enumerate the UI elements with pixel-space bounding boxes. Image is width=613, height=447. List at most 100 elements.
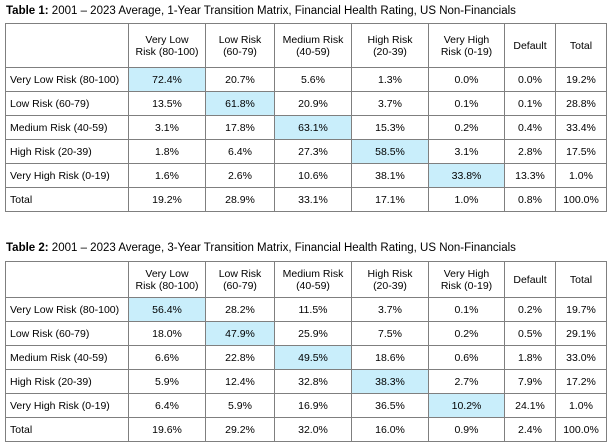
table-cell: 2.8% [504, 139, 556, 164]
table1-col-header: Total [555, 23, 607, 68]
table1-col-header: Low Risk (60-79) [205, 23, 275, 68]
table1-corner-cell [5, 23, 129, 68]
table-cell: 17.5% [555, 139, 607, 164]
table1-col-header: Very High Risk (0-19) [428, 23, 505, 68]
table-cell: 22.8% [205, 345, 275, 370]
table-row: Medium Risk (40-59) 3.1% 17.8% 63.1% 15.… [5, 115, 607, 140]
table-cell: 0.2% [428, 321, 505, 346]
table-cell: 19.6% [128, 417, 206, 442]
table-cell: 11.5% [274, 297, 352, 322]
table-cell: 1.0% [555, 163, 607, 188]
row-label: Very Low Risk (80-100) [5, 67, 129, 92]
table-cell: 1.0% [428, 187, 505, 212]
table1-transition-matrix: Very Low Risk (80-100) Low Risk (60-79) Me… [5, 23, 607, 212]
row-label: Very Low Risk (80-100) [5, 297, 129, 322]
table-cell: 3.1% [128, 115, 206, 140]
table2-caption-text: 2001 – 2023 Average, 3-Year Transition M… [48, 242, 516, 254]
table-cell: 0.0% [428, 67, 505, 92]
table2-header-row: Very Low Risk (80-100) Low Risk (60-79) Me… [5, 261, 607, 298]
table-row: High Risk (20-39) 1.8% 6.4% 27.3% 58.5% … [5, 139, 607, 164]
table-cell: 28.9% [205, 187, 275, 212]
table-cell: 5.6% [274, 67, 352, 92]
table-cell: 33.4% [555, 115, 607, 140]
row-label: Low Risk (60-79) [5, 91, 129, 116]
table-cell: 29.1% [555, 321, 607, 346]
table-cell: 28.8% [555, 91, 607, 116]
row-label: Total [5, 187, 129, 212]
table-cell: 13.3% [504, 163, 556, 188]
table-cell: 63.1% [274, 115, 352, 140]
table-cell: 7.9% [504, 369, 556, 394]
table-cell: 10.2% [428, 393, 505, 418]
table-row: Very Low Risk (80-100) 72.4% 20.7% 5.6% … [5, 67, 607, 92]
table1-caption-text: 2001 – 2023 Average, 1-Year Transition M… [48, 5, 516, 17]
row-label: High Risk (20-39) [5, 139, 129, 164]
table-cell: 19.2% [555, 67, 607, 92]
table2-col-header: Low Risk (60-79) [205, 261, 275, 298]
table-cell: 12.4% [205, 369, 275, 394]
table-cell: 3.7% [351, 91, 429, 116]
table-cell: 56.4% [128, 297, 206, 322]
table-cell: 20.9% [274, 91, 352, 116]
table1-caption-label: Table 1: [6, 5, 49, 17]
table-cell: 2.7% [428, 369, 505, 394]
table-cell: 33.0% [555, 345, 607, 370]
table1-col-header: Default [504, 23, 556, 68]
table-cell: 15.3% [351, 115, 429, 140]
row-label: Low Risk (60-79) [5, 321, 129, 346]
table-cell: 1.0% [555, 393, 607, 418]
table-cell: 47.9% [205, 321, 275, 346]
table-cell: 33.1% [274, 187, 352, 212]
table-cell: 72.4% [128, 67, 206, 92]
table2-corner-cell [5, 261, 129, 298]
table-cell: 61.8% [205, 91, 275, 116]
table-cell: 38.3% [351, 369, 429, 394]
table-cell: 32.8% [274, 369, 352, 394]
table1-col-header: Medium Risk (40-59) [274, 23, 352, 68]
table-cell: 17.1% [351, 187, 429, 212]
table-cell: 29.2% [205, 417, 275, 442]
row-label: Medium Risk (40-59) [5, 115, 129, 140]
row-label: Very High Risk (0-19) [5, 393, 129, 418]
table-cell: 58.5% [351, 139, 429, 164]
table-cell: 0.5% [504, 321, 556, 346]
table-cell: 0.9% [428, 417, 505, 442]
table-cell: 100.0% [555, 187, 607, 212]
table-row: Medium Risk (40-59) 6.6% 22.8% 49.5% 18.… [5, 345, 607, 370]
table1-col-header: High Risk (20-39) [351, 23, 429, 68]
table-cell: 6.4% [205, 139, 275, 164]
table-cell: 17.8% [205, 115, 275, 140]
table1-col-header: Very Low Risk (80-100) [128, 23, 206, 68]
row-label: Total [5, 417, 129, 442]
table-cell: 32.0% [274, 417, 352, 442]
table-cell: 16.0% [351, 417, 429, 442]
table-cell: 18.6% [351, 345, 429, 370]
table-cell: 5.9% [205, 393, 275, 418]
table-cell: 1.8% [128, 139, 206, 164]
table1-caption: Table 1: 2001 – 2023 Average, 1-Year Tra… [6, 3, 516, 19]
table-cell: 25.9% [274, 321, 352, 346]
table-cell: 16.9% [274, 393, 352, 418]
table-cell: 0.2% [504, 297, 556, 322]
table-cell: 38.1% [351, 163, 429, 188]
table2-col-header: High Risk (20-39) [351, 261, 429, 298]
table-cell: 3.1% [428, 139, 505, 164]
table-cell: 24.1% [504, 393, 556, 418]
table-cell: 1.6% [128, 163, 206, 188]
table-row: High Risk (20-39) 5.9% 12.4% 32.8% 38.3%… [5, 369, 607, 394]
table-cell: 0.8% [504, 187, 556, 212]
table-cell: 7.5% [351, 321, 429, 346]
table2-transition-matrix: Very Low Risk (80-100) Low Risk (60-79) Me… [5, 261, 607, 442]
table-cell: 0.0% [504, 67, 556, 92]
table2-caption-label: Table 2: [6, 242, 49, 254]
table-cell: 10.6% [274, 163, 352, 188]
table-cell: 28.2% [205, 297, 275, 322]
table-row-total: Total 19.6% 29.2% 32.0% 16.0% 0.9% 2.4% … [5, 417, 607, 442]
table-cell: 6.6% [128, 345, 206, 370]
row-label: Medium Risk (40-59) [5, 345, 129, 370]
table-cell: 100.0% [555, 417, 607, 442]
table-cell: 3.7% [351, 297, 429, 322]
table-row: Low Risk (60-79) 13.5% 61.8% 20.9% 3.7% … [5, 91, 607, 116]
table-row-total: Total 19.2% 28.9% 33.1% 17.1% 1.0% 0.8% … [5, 187, 607, 212]
row-label: Very High Risk (0-19) [5, 163, 129, 188]
